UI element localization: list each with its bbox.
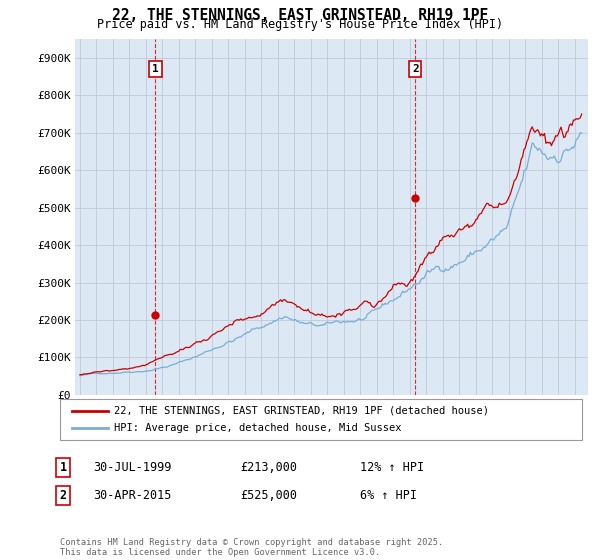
Text: 1: 1 bbox=[152, 64, 159, 74]
Text: 6% ↑ HPI: 6% ↑ HPI bbox=[360, 489, 417, 502]
Text: £213,000: £213,000 bbox=[240, 461, 297, 474]
Text: 22, THE STENNINGS, EAST GRINSTEAD, RH19 1PF: 22, THE STENNINGS, EAST GRINSTEAD, RH19 … bbox=[112, 8, 488, 24]
Text: 30-APR-2015: 30-APR-2015 bbox=[93, 489, 172, 502]
Text: Contains HM Land Registry data © Crown copyright and database right 2025.
This d: Contains HM Land Registry data © Crown c… bbox=[60, 538, 443, 557]
Text: HPI: Average price, detached house, Mid Sussex: HPI: Average price, detached house, Mid … bbox=[114, 423, 401, 433]
Text: 2: 2 bbox=[59, 489, 67, 502]
Text: Price paid vs. HM Land Registry's House Price Index (HPI): Price paid vs. HM Land Registry's House … bbox=[97, 18, 503, 31]
Text: 30-JUL-1999: 30-JUL-1999 bbox=[93, 461, 172, 474]
Text: £525,000: £525,000 bbox=[240, 489, 297, 502]
Text: 12% ↑ HPI: 12% ↑ HPI bbox=[360, 461, 424, 474]
Text: 1: 1 bbox=[59, 461, 67, 474]
Text: 22, THE STENNINGS, EAST GRINSTEAD, RH19 1PF (detached house): 22, THE STENNINGS, EAST GRINSTEAD, RH19 … bbox=[114, 405, 489, 416]
Text: 2: 2 bbox=[412, 64, 419, 74]
